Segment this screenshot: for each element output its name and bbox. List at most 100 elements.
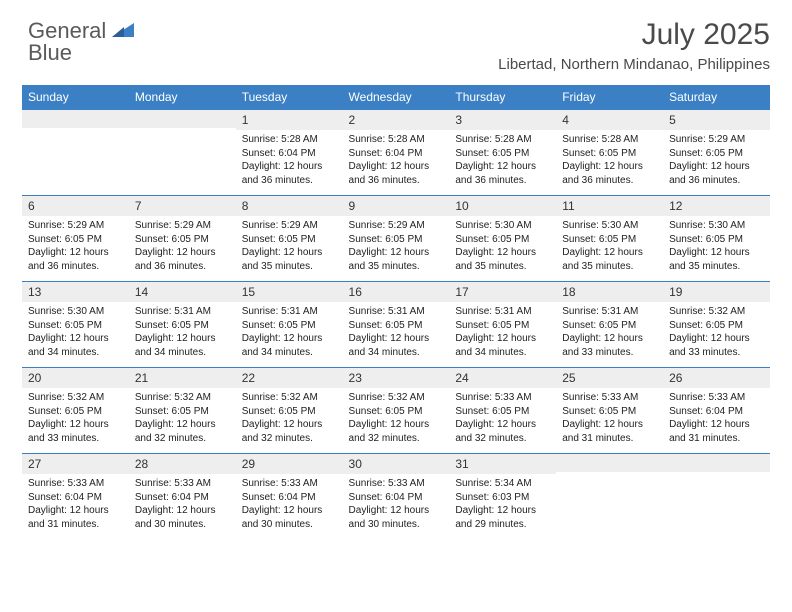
daylight-text: Daylight: 12 hours and 33 minutes. <box>669 332 764 359</box>
daylight-text: Daylight: 12 hours and 36 minutes. <box>135 246 230 273</box>
calendar-cell: 20Sunrise: 5:32 AMSunset: 6:05 PMDayligh… <box>22 368 129 454</box>
day-number: 26 <box>663 368 770 388</box>
daylight-text: Daylight: 12 hours and 34 minutes. <box>242 332 337 359</box>
sunset-text: Sunset: 6:04 PM <box>135 491 230 505</box>
daylight-text: Daylight: 12 hours and 30 minutes. <box>135 504 230 531</box>
day-number: 28 <box>129 454 236 474</box>
sunrise-text: Sunrise: 5:29 AM <box>349 219 444 233</box>
weekday-header: Saturday <box>663 85 770 110</box>
calendar-cell: 18Sunrise: 5:31 AMSunset: 6:05 PMDayligh… <box>556 282 663 368</box>
sunrise-text: Sunrise: 5:32 AM <box>242 391 337 405</box>
day-number: 6 <box>22 196 129 216</box>
sunset-text: Sunset: 6:03 PM <box>455 491 550 505</box>
day-body: Sunrise: 5:29 AMSunset: 6:05 PMDaylight:… <box>129 216 236 279</box>
calendar-cell: 11Sunrise: 5:30 AMSunset: 6:05 PMDayligh… <box>556 196 663 282</box>
daylight-text: Daylight: 12 hours and 35 minutes. <box>562 246 657 273</box>
daylight-text: Daylight: 12 hours and 36 minutes. <box>455 160 550 187</box>
calendar-cell: 27Sunrise: 5:33 AMSunset: 6:04 PMDayligh… <box>22 454 129 540</box>
calendar-row: 20Sunrise: 5:32 AMSunset: 6:05 PMDayligh… <box>22 368 770 454</box>
calendar-cell: 10Sunrise: 5:30 AMSunset: 6:05 PMDayligh… <box>449 196 556 282</box>
calendar-cell: 4Sunrise: 5:28 AMSunset: 6:05 PMDaylight… <box>556 110 663 196</box>
calendar-cell: 17Sunrise: 5:31 AMSunset: 6:05 PMDayligh… <box>449 282 556 368</box>
calendar-cell: 30Sunrise: 5:33 AMSunset: 6:04 PMDayligh… <box>343 454 450 540</box>
daylight-text: Daylight: 12 hours and 34 minutes. <box>349 332 444 359</box>
day-body: Sunrise: 5:30 AMSunset: 6:05 PMDaylight:… <box>663 216 770 279</box>
calendar-cell: 22Sunrise: 5:32 AMSunset: 6:05 PMDayligh… <box>236 368 343 454</box>
calendar-cell: 8Sunrise: 5:29 AMSunset: 6:05 PMDaylight… <box>236 196 343 282</box>
sunrise-text: Sunrise: 5:33 AM <box>242 477 337 491</box>
weekday-header: Tuesday <box>236 85 343 110</box>
sunset-text: Sunset: 6:05 PM <box>455 405 550 419</box>
sunrise-text: Sunrise: 5:28 AM <box>562 133 657 147</box>
sunset-text: Sunset: 6:05 PM <box>562 147 657 161</box>
sunset-text: Sunset: 6:05 PM <box>669 233 764 247</box>
logo-sail-icon <box>110 19 136 44</box>
day-number: 19 <box>663 282 770 302</box>
day-body <box>663 472 770 481</box>
day-number: 15 <box>236 282 343 302</box>
sunrise-text: Sunrise: 5:31 AM <box>349 305 444 319</box>
sunrise-text: Sunrise: 5:32 AM <box>669 305 764 319</box>
day-body <box>556 472 663 481</box>
calendar-cell-empty <box>22 110 129 196</box>
calendar-cell-empty <box>663 454 770 540</box>
day-body: Sunrise: 5:33 AMSunset: 6:04 PMDaylight:… <box>236 474 343 537</box>
sunset-text: Sunset: 6:05 PM <box>135 319 230 333</box>
sunrise-text: Sunrise: 5:33 AM <box>455 391 550 405</box>
day-body: Sunrise: 5:33 AMSunset: 6:04 PMDaylight:… <box>22 474 129 537</box>
day-number: 1 <box>236 110 343 130</box>
sunrise-text: Sunrise: 5:33 AM <box>669 391 764 405</box>
calendar-cell: 12Sunrise: 5:30 AMSunset: 6:05 PMDayligh… <box>663 196 770 282</box>
sunset-text: Sunset: 6:05 PM <box>135 233 230 247</box>
day-number: 2 <box>343 110 450 130</box>
sunrise-text: Sunrise: 5:29 AM <box>135 219 230 233</box>
day-number: 31 <box>449 454 556 474</box>
sunrise-text: Sunrise: 5:28 AM <box>349 133 444 147</box>
calendar-cell-empty <box>556 454 663 540</box>
daylight-text: Daylight: 12 hours and 34 minutes. <box>28 332 123 359</box>
sunset-text: Sunset: 6:05 PM <box>669 147 764 161</box>
sunset-text: Sunset: 6:05 PM <box>562 233 657 247</box>
sunrise-text: Sunrise: 5:29 AM <box>669 133 764 147</box>
daylight-text: Daylight: 12 hours and 32 minutes. <box>455 418 550 445</box>
day-number <box>556 454 663 472</box>
daylight-text: Daylight: 12 hours and 33 minutes. <box>28 418 123 445</box>
day-body: Sunrise: 5:33 AMSunset: 6:04 PMDaylight:… <box>343 474 450 537</box>
weekday-header-row: Sunday Monday Tuesday Wednesday Thursday… <box>22 85 770 110</box>
day-number: 27 <box>22 454 129 474</box>
day-body: Sunrise: 5:29 AMSunset: 6:05 PMDaylight:… <box>22 216 129 279</box>
sunset-text: Sunset: 6:04 PM <box>242 491 337 505</box>
daylight-text: Daylight: 12 hours and 34 minutes. <box>135 332 230 359</box>
calendar-cell: 29Sunrise: 5:33 AMSunset: 6:04 PMDayligh… <box>236 454 343 540</box>
sunset-text: Sunset: 6:05 PM <box>349 405 444 419</box>
sunset-text: Sunset: 6:04 PM <box>28 491 123 505</box>
calendar-cell: 15Sunrise: 5:31 AMSunset: 6:05 PMDayligh… <box>236 282 343 368</box>
sunrise-text: Sunrise: 5:28 AM <box>455 133 550 147</box>
day-body: Sunrise: 5:32 AMSunset: 6:05 PMDaylight:… <box>663 302 770 365</box>
sunrise-text: Sunrise: 5:31 AM <box>242 305 337 319</box>
calendar-table: Sunday Monday Tuesday Wednesday Thursday… <box>22 85 770 540</box>
sunrise-text: Sunrise: 5:33 AM <box>28 477 123 491</box>
calendar-cell: 6Sunrise: 5:29 AMSunset: 6:05 PMDaylight… <box>22 196 129 282</box>
sunrise-text: Sunrise: 5:32 AM <box>28 391 123 405</box>
sunset-text: Sunset: 6:05 PM <box>242 405 337 419</box>
sunrise-text: Sunrise: 5:32 AM <box>349 391 444 405</box>
calendar-row: 6Sunrise: 5:29 AMSunset: 6:05 PMDaylight… <box>22 196 770 282</box>
daylight-text: Daylight: 12 hours and 36 minutes. <box>28 246 123 273</box>
sunset-text: Sunset: 6:04 PM <box>669 405 764 419</box>
day-body: Sunrise: 5:32 AMSunset: 6:05 PMDaylight:… <box>236 388 343 451</box>
day-number <box>663 454 770 472</box>
day-number: 21 <box>129 368 236 388</box>
day-number: 12 <box>663 196 770 216</box>
day-number <box>22 110 129 128</box>
daylight-text: Daylight: 12 hours and 36 minutes. <box>669 160 764 187</box>
day-number: 14 <box>129 282 236 302</box>
day-number: 5 <box>663 110 770 130</box>
calendar-cell: 31Sunrise: 5:34 AMSunset: 6:03 PMDayligh… <box>449 454 556 540</box>
day-number: 4 <box>556 110 663 130</box>
daylight-text: Daylight: 12 hours and 35 minutes. <box>455 246 550 273</box>
brand-word2: Blue <box>28 40 72 65</box>
sunset-text: Sunset: 6:05 PM <box>28 405 123 419</box>
sunset-text: Sunset: 6:04 PM <box>349 147 444 161</box>
calendar-cell: 7Sunrise: 5:29 AMSunset: 6:05 PMDaylight… <box>129 196 236 282</box>
